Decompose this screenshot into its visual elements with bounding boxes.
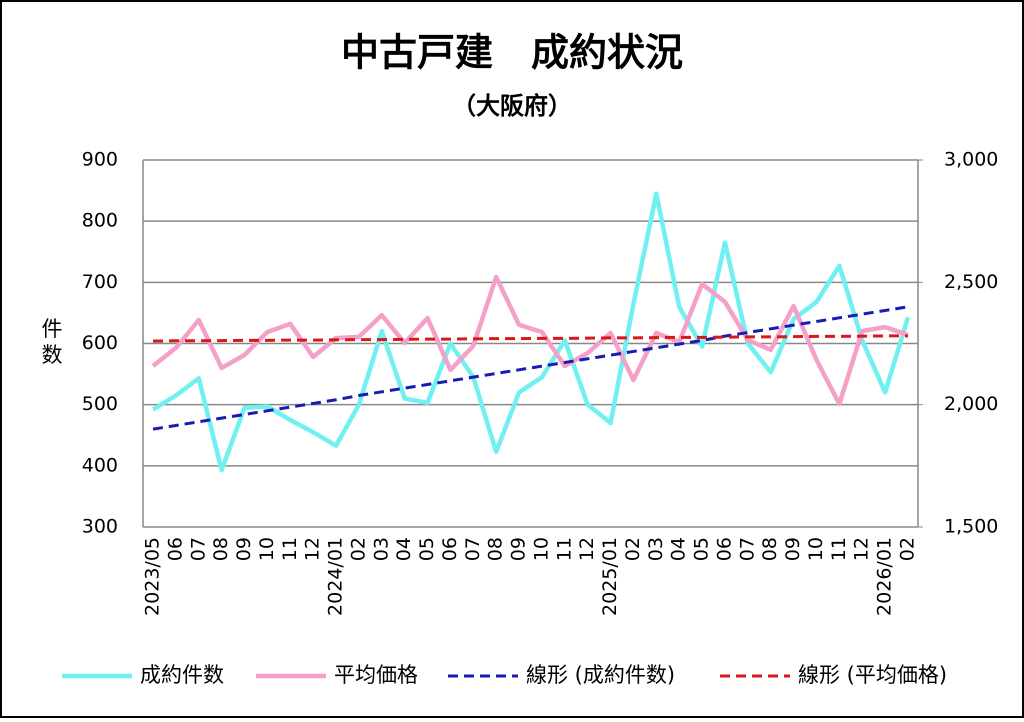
x-tick-label: 2023/05 — [142, 537, 164, 616]
y2-tick-label: 2,000 — [944, 393, 998, 415]
x-tick-label: 09 — [233, 537, 255, 561]
legend-label: 線形 (平均価格) — [798, 663, 947, 687]
x-tick-label: 12 — [576, 537, 598, 561]
x-tick-label: 12 — [851, 537, 873, 561]
legend-label: 成約件数 — [140, 663, 224, 687]
y-tick-label: 300 — [82, 516, 118, 538]
x-tick-label: 08 — [485, 537, 507, 561]
x-tick-label: 05 — [691, 537, 713, 561]
chart-title: 中古戸建 成約状況 — [341, 31, 683, 75]
legend-label: 線形 (成約件数) — [526, 663, 675, 687]
x-tick-label: 10 — [256, 537, 278, 561]
series-line — [152, 334, 908, 343]
x-tick-label: 2024/01 — [325, 537, 347, 616]
x-tick-label: 08 — [210, 537, 232, 561]
x-tick-label: 12 — [302, 537, 324, 561]
series-line — [151, 274, 909, 407]
series-line — [151, 191, 911, 473]
x-tick-label: 07 — [736, 537, 758, 561]
x-tick-label: 11 — [828, 537, 850, 561]
y-axis-label: 件数 — [42, 317, 63, 367]
x-tick-label: 08 — [759, 537, 781, 561]
chart-subtitle: （大阪府） — [452, 92, 572, 120]
y-tick-label: 900 — [82, 149, 118, 171]
y2-tick-label: 1,500 — [944, 516, 998, 538]
x-tick-label: 06 — [439, 537, 461, 561]
x-tick-label: 10 — [530, 537, 552, 561]
y-tick-label: 800 — [82, 210, 118, 232]
x-tick-label: 11 — [553, 537, 575, 561]
x-tick-label: 02 — [897, 537, 919, 561]
x-tick-label: 06 — [713, 537, 735, 561]
x-tick-label: 02 — [622, 537, 644, 561]
x-tick-label: 02 — [347, 537, 369, 561]
x-tick-label: 11 — [279, 537, 301, 561]
x-tick-label: 09 — [508, 537, 530, 561]
y-tick-label: 700 — [82, 271, 118, 293]
x-tick-label: 03 — [645, 537, 667, 561]
y-tick-label: 500 — [82, 393, 118, 415]
x-tick-label: 10 — [805, 537, 827, 561]
x-tick-label: 09 — [782, 537, 804, 561]
x-tick-label: 04 — [668, 537, 690, 561]
x-tick-label: 07 — [462, 537, 484, 561]
x-tick-label: 05 — [416, 537, 438, 561]
x-tick-label: 2025/01 — [599, 537, 621, 616]
x-tick-label: 03 — [370, 537, 392, 561]
x-tick-label: 2026/01 — [874, 537, 896, 616]
y2-tick-label: 3,000 — [944, 149, 998, 171]
x-tick-label: 04 — [393, 537, 415, 561]
legend-label: 平均価格 — [334, 663, 418, 687]
y-tick-label: 600 — [82, 332, 118, 354]
y2-tick-label: 2,500 — [944, 271, 998, 293]
y-tick-label: 400 — [82, 454, 118, 476]
x-tick-label: 07 — [187, 537, 209, 561]
x-tick-label: 06 — [164, 537, 186, 561]
